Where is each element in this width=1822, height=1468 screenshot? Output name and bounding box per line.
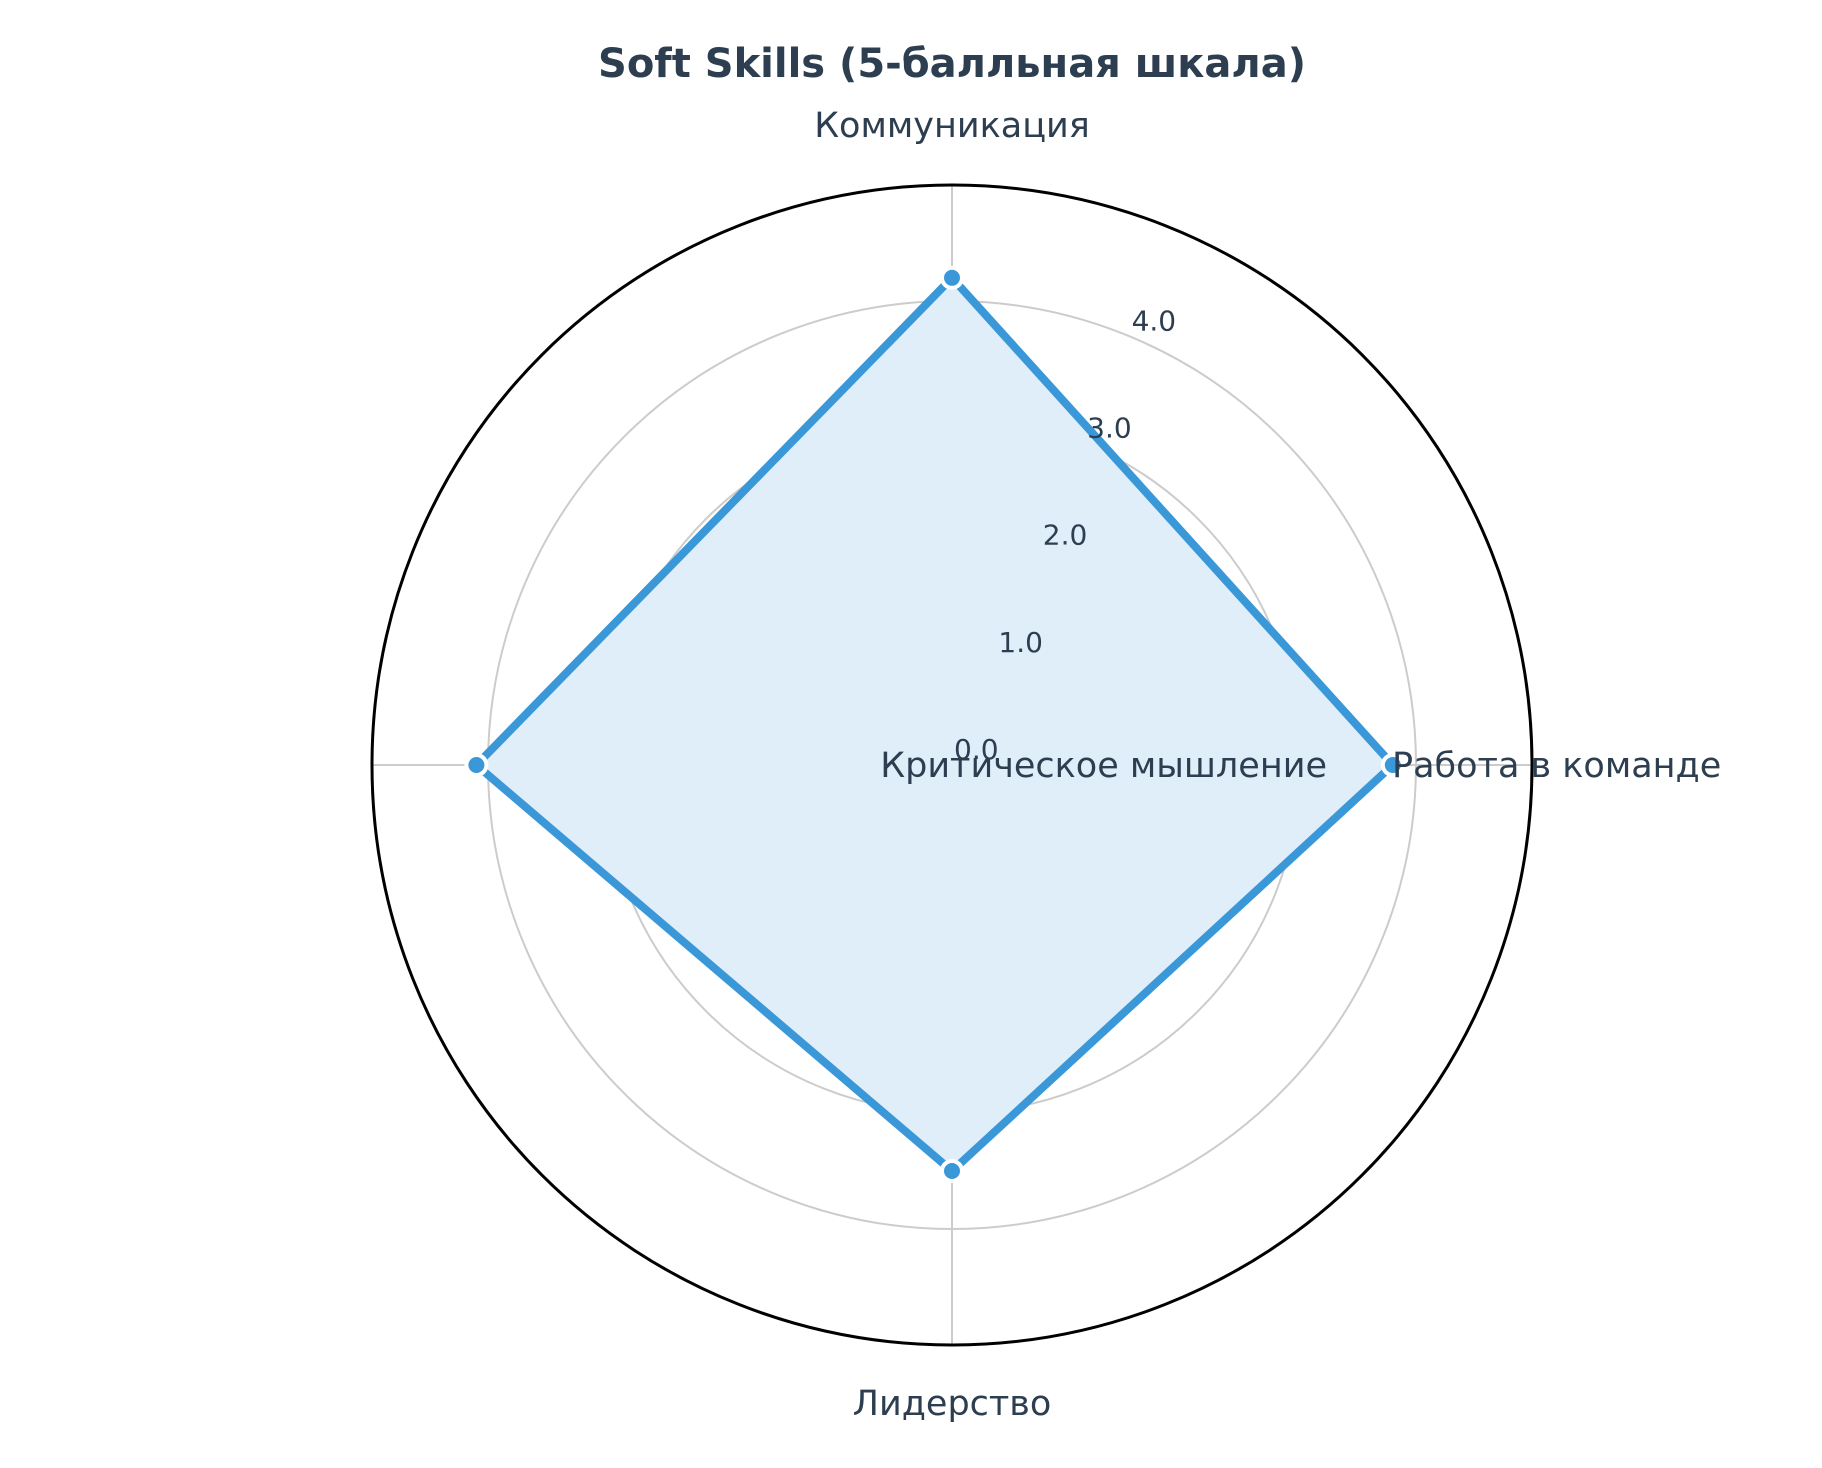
axis-label: Работа в команде	[1392, 746, 1721, 786]
axis-label-layer: Коммуникация Работа в команде Лидерство Кри…	[814, 106, 1721, 1424]
outer-frame	[370, 183, 1534, 1347]
axis-label: Критическое мышление	[880, 746, 1327, 786]
series-area	[476, 277, 1393, 1171]
axis-label: Коммуникация	[814, 106, 1090, 146]
data-point	[1380, 753, 1405, 777]
data-point	[940, 265, 964, 290]
data-layer	[464, 265, 1405, 1183]
r-tick-label: 3.0	[1087, 411, 1132, 444]
data-point	[940, 1159, 964, 1183]
r-tick-label: 4.0	[1132, 304, 1177, 337]
r-tick-label: 1.0	[998, 626, 1043, 659]
chart-title: Soft Skills (5-балльная шкала)	[598, 41, 1306, 87]
data-point	[464, 753, 489, 777]
tick-layer: 0.0 1.0 2.0 3.0 4.0	[954, 304, 1176, 766]
axis-label: Лидерство	[853, 1384, 1052, 1424]
r-tick-label: 2.0	[1043, 519, 1088, 552]
r-tick-label: 0.0	[954, 733, 999, 766]
